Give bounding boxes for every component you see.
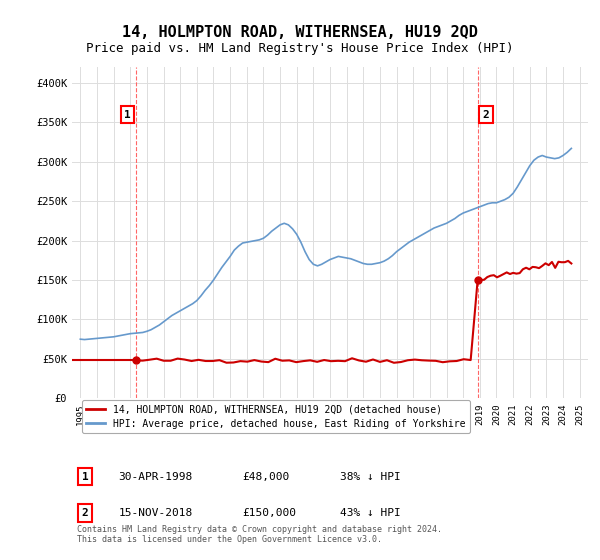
Text: 2: 2 [482,110,490,119]
Legend: 14, HOLMPTON ROAD, WITHERNSEA, HU19 2QD (detached house), HPI: Average price, de: 14, HOLMPTON ROAD, WITHERNSEA, HU19 2QD … [82,400,470,433]
Text: 1: 1 [82,472,88,482]
Text: £48,000: £48,000 [242,472,290,482]
Text: 14, HOLMPTON ROAD, WITHERNSEA, HU19 2QD: 14, HOLMPTON ROAD, WITHERNSEA, HU19 2QD [122,25,478,40]
Text: 2: 2 [82,508,88,517]
Text: £150,000: £150,000 [242,508,296,517]
Text: 15-NOV-2018: 15-NOV-2018 [118,508,193,517]
Text: 30-APR-1998: 30-APR-1998 [118,472,193,482]
Text: Contains HM Land Registry data © Crown copyright and database right 2024.
This d: Contains HM Land Registry data © Crown c… [77,525,442,544]
Text: Price paid vs. HM Land Registry's House Price Index (HPI): Price paid vs. HM Land Registry's House … [86,42,514,55]
Text: 43% ↓ HPI: 43% ↓ HPI [340,508,401,517]
Text: 1: 1 [124,110,131,119]
Text: 38% ↓ HPI: 38% ↓ HPI [340,472,401,482]
